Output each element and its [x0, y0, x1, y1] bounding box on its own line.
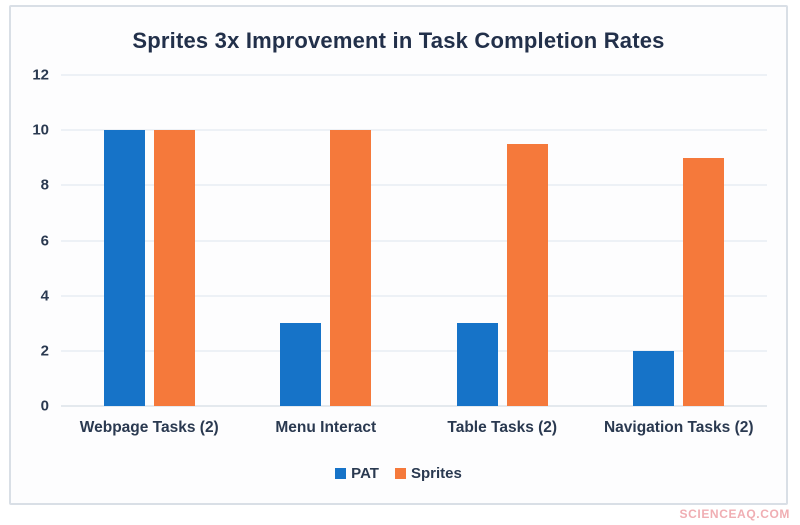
chart-card: Sprites 3x Improvement in Task Completio… — [9, 5, 788, 505]
bar-group — [61, 75, 238, 406]
bar-pat — [456, 323, 498, 406]
x-axis-line — [61, 405, 767, 407]
bar-groups — [61, 75, 767, 406]
legend-swatch-sprites — [394, 468, 406, 479]
y-tick-label: 10 — [32, 121, 49, 139]
gridline — [61, 240, 767, 241]
legend-swatch-pat — [335, 468, 347, 479]
y-tick-label: 2 — [40, 342, 49, 360]
chart-title: Sprites 3x Improvement in Task Completio… — [132, 28, 665, 53]
watermark: SCIENCEAQ.COM — [679, 507, 790, 521]
x-category-label: Table Tasks (2) — [447, 419, 558, 436]
x-axis-labels: Webpage Tasks (2) Menu Interact Table Task… — [61, 419, 767, 437]
bar-group — [238, 75, 415, 406]
bar-sprites — [153, 130, 195, 406]
legend-label: Sprites — [410, 465, 462, 482]
bar-pat — [103, 130, 145, 406]
y-tick-label: 6 — [40, 232, 49, 249]
x-category-label: Navigation Tasks (2) — [603, 419, 754, 436]
bar-group — [414, 75, 591, 406]
x-category-label: Webpage Tasks (2) — [79, 419, 219, 436]
y-tick-label: 0 — [40, 397, 49, 415]
y-tick-label: 12 — [32, 66, 49, 84]
bar-sprites — [506, 143, 548, 406]
plot-area — [61, 74, 767, 407]
y-tick-label: 4 — [40, 287, 49, 305]
bar-group — [591, 75, 768, 406]
bar-sprites — [330, 130, 372, 406]
legend-item-sprites: Sprites — [394, 465, 462, 482]
y-tick-label: 8 — [40, 176, 49, 194]
gridline — [61, 350, 767, 352]
bar-pat — [633, 350, 675, 406]
bar-pat — [280, 323, 322, 406]
gridline — [61, 184, 767, 186]
legend: PAT Sprites — [11, 465, 786, 482]
x-category-label: Menu Interact — [275, 419, 377, 436]
gridline — [61, 295, 767, 297]
bar-sprites — [683, 157, 725, 406]
y-axis-labels: 0 2 4 6 8 10 12 — [11, 67, 53, 415]
gridline — [61, 129, 767, 131]
legend-label: PAT — [351, 465, 379, 482]
legend-item-pat: PAT — [335, 465, 379, 482]
gridline — [61, 74, 767, 76]
